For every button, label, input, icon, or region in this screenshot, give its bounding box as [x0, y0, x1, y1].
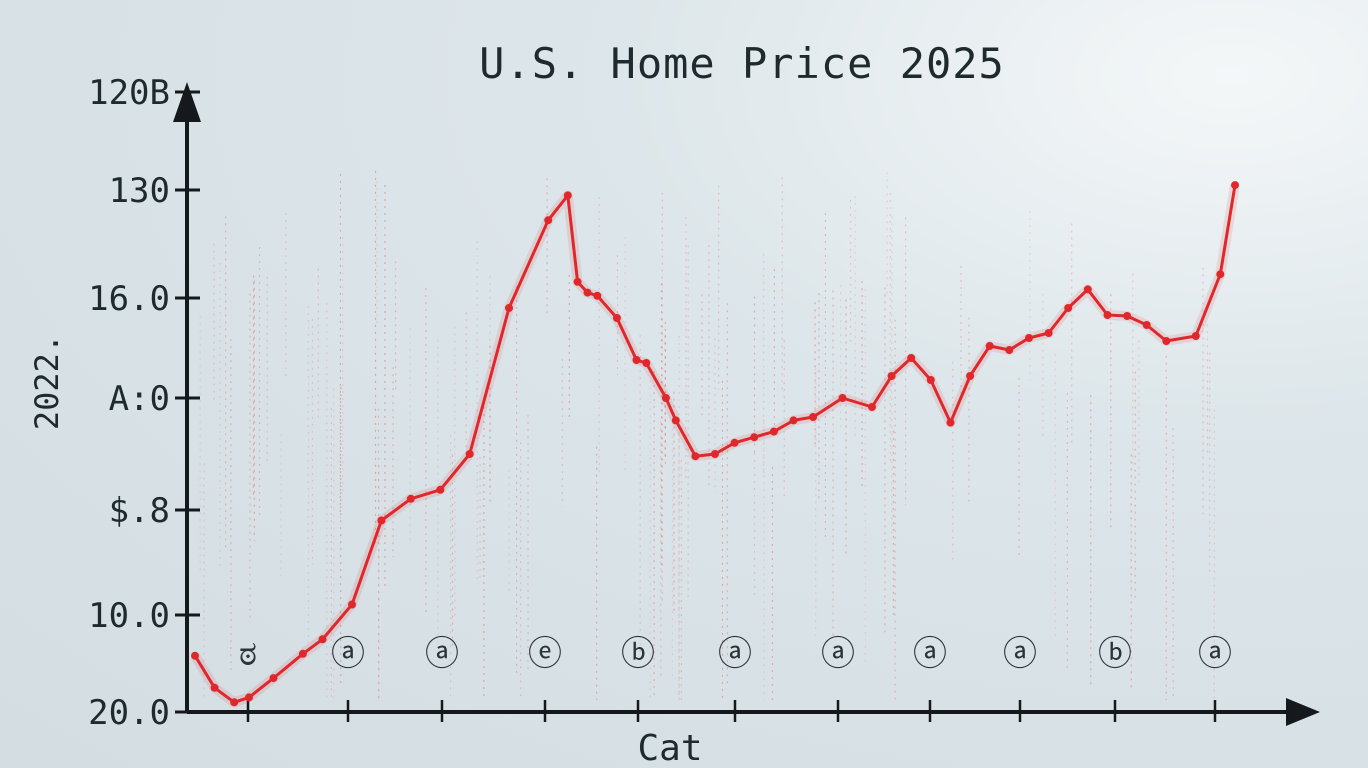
y-axis-label: 2022.	[28, 334, 66, 430]
y-tick-label: A:0	[109, 379, 170, 419]
data-point	[926, 376, 935, 384]
data-point	[191, 651, 199, 660]
data-point	[946, 418, 955, 427]
x-tick-label: ⓐ	[1003, 634, 1037, 674]
data-point	[230, 698, 239, 707]
data-point	[642, 359, 651, 367]
data-point	[809, 413, 818, 421]
x-axis-arrowhead	[1286, 698, 1320, 726]
data-point	[1216, 270, 1225, 279]
data-point	[573, 277, 582, 286]
data-point	[730, 438, 739, 447]
data-point	[505, 304, 513, 312]
data-point	[1231, 181, 1239, 190]
data-point	[1191, 332, 1200, 340]
y-tick-label: $.8	[109, 491, 170, 531]
y-tick-label: 130	[109, 171, 170, 211]
y-axis-ticks: 120B 130 16.0 A:0 $.8 10.0 20.0	[88, 73, 200, 733]
data-point	[1142, 321, 1151, 329]
x-tick-label: ⓑ	[1098, 634, 1132, 674]
data-point	[583, 288, 592, 297]
data-point	[750, 433, 759, 442]
data-point	[269, 674, 278, 683]
data-point	[769, 427, 778, 436]
x-tick-label: ⓑ	[621, 634, 655, 674]
x-tick-label: ⓐ	[425, 634, 459, 674]
data-point	[1083, 285, 1092, 294]
x-tick-label: ⓐ	[718, 634, 752, 674]
data-point	[966, 372, 975, 380]
x-tick-label: ⓐ	[913, 634, 947, 674]
data-point	[1025, 334, 1033, 342]
x-tick-label: ಠ	[239, 634, 257, 674]
data-point	[465, 450, 474, 458]
data-point	[1044, 329, 1053, 337]
data-point	[838, 394, 847, 402]
data-point	[245, 693, 253, 702]
data-point	[593, 291, 602, 300]
y-tick-label: 16.0	[88, 279, 170, 319]
data-point	[1103, 311, 1112, 319]
data-point	[406, 494, 415, 503]
data-point	[985, 342, 994, 350]
data-point	[1162, 337, 1171, 345]
data-point	[907, 354, 916, 362]
y-tick-label: 10.0	[88, 596, 170, 636]
series-line	[193, 184, 1237, 704]
x-tick-label: ⓔ	[528, 634, 562, 674]
data-point	[887, 372, 896, 380]
data-point	[612, 314, 621, 322]
data-point	[671, 416, 680, 425]
data-point	[318, 635, 327, 644]
data-point	[348, 600, 356, 609]
chart-title: U.S. Home Price 2025	[479, 39, 1005, 88]
x-tick-label: ⓐ	[821, 634, 855, 674]
series-layer	[190, 181, 1240, 708]
data-point	[691, 452, 700, 461]
x-axis-label: Cat	[637, 728, 702, 768]
data-point	[210, 683, 219, 692]
data-point	[377, 516, 386, 525]
x-tick-label: ⓐ	[331, 634, 365, 674]
y-axis-arrowhead	[173, 82, 201, 122]
x-tick-label: ⓐ	[1198, 634, 1232, 674]
x-axis-ticks: ಠ ⓐ ⓐ ⓔ ⓑ ⓐ ⓐ ⓐ ⓐ ⓑ ⓐ	[239, 634, 1232, 722]
data-point	[1123, 312, 1132, 320]
axes	[173, 82, 1320, 726]
data-point	[563, 191, 572, 200]
data-point	[868, 403, 876, 411]
data-point	[632, 356, 641, 364]
background-noise	[199, 170, 1215, 700]
data-point	[544, 216, 553, 225]
data-point	[789, 416, 798, 425]
data-point	[298, 649, 307, 658]
data-point	[711, 450, 719, 458]
data-point	[661, 394, 670, 402]
data-point	[1064, 304, 1073, 312]
data-point	[436, 485, 445, 494]
y-tick-label: 120B	[88, 73, 170, 113]
data-point	[1005, 346, 1014, 354]
y-tick-label: 20.0	[88, 693, 170, 733]
